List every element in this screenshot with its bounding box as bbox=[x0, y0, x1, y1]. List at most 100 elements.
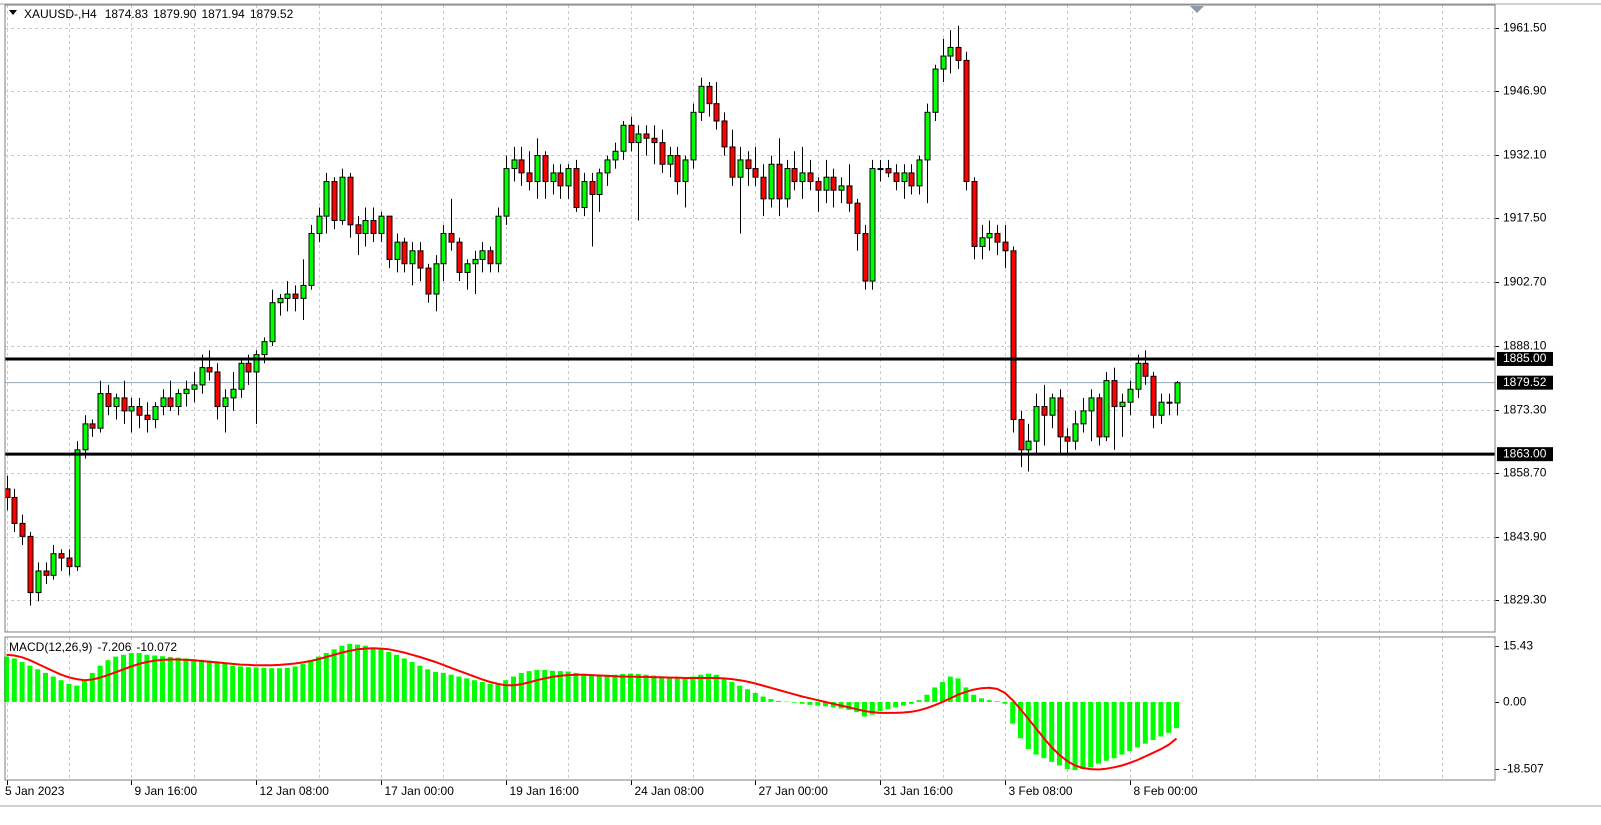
candle-body bbox=[1088, 397, 1095, 412]
candle-body bbox=[986, 232, 993, 239]
macd-bar bbox=[292, 666, 298, 702]
macd-bar bbox=[1135, 701, 1140, 748]
candle-body bbox=[89, 423, 96, 429]
y-tick-label: 0.00 bbox=[1503, 695, 1527, 709]
macd-bar bbox=[89, 672, 95, 702]
macd-bar bbox=[35, 669, 41, 702]
candle-body bbox=[713, 103, 720, 122]
macd-bar bbox=[620, 674, 626, 702]
candle-body bbox=[1158, 401, 1165, 416]
candle-body bbox=[503, 168, 510, 217]
candle-body bbox=[355, 224, 362, 234]
candle-body bbox=[121, 397, 128, 412]
macd-bar bbox=[167, 656, 173, 702]
macd-bar bbox=[347, 643, 353, 702]
candle-body bbox=[916, 159, 923, 187]
candle-body bbox=[269, 302, 276, 343]
macd-bar bbox=[1111, 701, 1117, 759]
candle-body bbox=[659, 142, 666, 165]
x-tick-label: 17 Jan 00:00 bbox=[385, 784, 455, 798]
macd-bar bbox=[238, 666, 243, 702]
last-price-label: 1879.52 bbox=[1503, 375, 1547, 389]
macd-bar bbox=[784, 701, 789, 703]
candle-body bbox=[643, 133, 650, 139]
macd-bar bbox=[885, 701, 891, 710]
candle-body bbox=[277, 297, 284, 304]
macd-bar bbox=[643, 674, 649, 702]
candle-body bbox=[394, 241, 401, 260]
macd-bar bbox=[737, 685, 743, 702]
candle-body bbox=[550, 172, 557, 183]
y-tick-label: 1961.50 bbox=[1503, 21, 1547, 35]
candle-body bbox=[862, 232, 869, 282]
candle-body bbox=[175, 393, 182, 408]
macd-bar bbox=[1025, 701, 1031, 750]
macd-bar bbox=[971, 694, 977, 702]
candle-body bbox=[19, 522, 26, 537]
macd-bar bbox=[791, 701, 797, 703]
candle-body bbox=[830, 176, 837, 191]
macd-bar bbox=[690, 676, 696, 702]
macd-bar bbox=[823, 701, 828, 707]
macd-bar bbox=[534, 670, 540, 702]
x-tick-label: 31 Jan 16:00 bbox=[884, 784, 954, 798]
y-tick-label: -18.507 bbox=[1503, 762, 1544, 776]
candle-body bbox=[144, 414, 151, 421]
level-label: 1885.00 bbox=[1503, 351, 1547, 365]
macd-bar bbox=[862, 701, 867, 717]
candle-body bbox=[729, 146, 736, 178]
macd-bar bbox=[745, 689, 750, 702]
macd-bar bbox=[245, 667, 251, 702]
macd-bar bbox=[947, 676, 953, 702]
macd-bar bbox=[160, 656, 165, 702]
candle-body bbox=[261, 341, 268, 356]
candle-body bbox=[1041, 406, 1048, 416]
candle-body bbox=[932, 68, 939, 113]
macd-bar bbox=[706, 673, 711, 702]
candle-body bbox=[721, 120, 728, 148]
macd-bar bbox=[1088, 701, 1094, 768]
x-tick-label: 3 Feb 08:00 bbox=[1009, 784, 1073, 798]
macd-bar bbox=[74, 685, 80, 702]
macd-bar bbox=[1018, 701, 1023, 739]
candle-body bbox=[308, 232, 315, 286]
candle-body bbox=[472, 258, 479, 265]
macd-bar bbox=[121, 654, 126, 702]
macd-title: MACD(12,26,9) bbox=[9, 640, 92, 654]
macd-bar bbox=[4, 656, 9, 702]
x-tick-label: 5 Jan 2023 bbox=[5, 784, 65, 798]
candle-body bbox=[136, 406, 143, 416]
macd-bar bbox=[479, 682, 485, 702]
macd-bar bbox=[963, 687, 969, 702]
y-tick-label: 1946.90 bbox=[1503, 84, 1547, 98]
candle-body bbox=[1025, 440, 1032, 451]
macd-bar bbox=[573, 672, 579, 702]
candle-body bbox=[27, 535, 34, 594]
candle-body bbox=[1080, 410, 1087, 425]
candle-body bbox=[651, 137, 658, 144]
macd-bar bbox=[425, 669, 431, 702]
macd-bar bbox=[440, 672, 446, 702]
macd-bar bbox=[448, 674, 454, 702]
x-tick-label: 8 Feb 00:00 bbox=[1134, 784, 1198, 798]
macd-bar bbox=[1119, 701, 1125, 755]
candle-body bbox=[323, 181, 330, 217]
macd-bar bbox=[11, 658, 17, 702]
macd-bar bbox=[589, 674, 594, 702]
candle-body bbox=[238, 362, 245, 390]
candle-body bbox=[113, 397, 120, 408]
candle-body bbox=[674, 155, 681, 183]
macd-bar bbox=[214, 662, 220, 702]
candle-body bbox=[596, 172, 603, 196]
candle-body bbox=[838, 185, 845, 191]
macd-bar bbox=[674, 678, 680, 702]
candle-body bbox=[565, 168, 572, 187]
macd-bar bbox=[635, 674, 641, 702]
macd-bar bbox=[105, 660, 111, 702]
candle-body bbox=[300, 284, 307, 299]
macd-bar bbox=[550, 670, 555, 702]
candle-body bbox=[11, 496, 18, 524]
y-tick-label: 1873.30 bbox=[1503, 403, 1547, 417]
macd-bar bbox=[113, 656, 119, 702]
